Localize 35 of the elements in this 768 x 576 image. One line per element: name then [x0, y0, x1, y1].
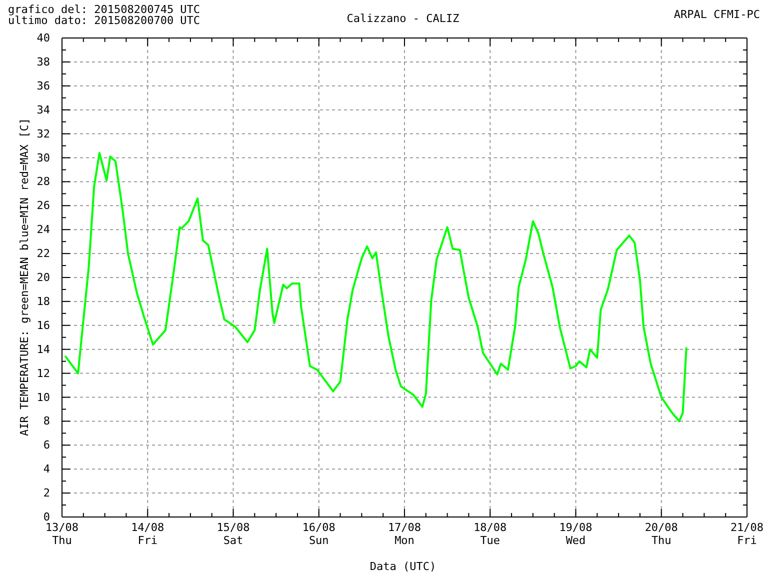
- y-tick-label: 22: [36, 247, 50, 260]
- y-tick-label: 10: [36, 390, 50, 404]
- y-tick-label: 32: [36, 127, 50, 140]
- y-tick-label: 14: [36, 342, 50, 356]
- y-tick-label: 36: [36, 79, 50, 92]
- y-tick-label: 38: [36, 55, 50, 68]
- y-tick-label: 28: [36, 175, 50, 188]
- x-tick-label: 16/08 Sun: [302, 520, 336, 548]
- x-tick-label: 21/08 Fri: [730, 520, 764, 548]
- text: ARPAL CFMI-PC: [674, 8, 760, 21]
- text: grafico del: 201508200745 UTC: [8, 3, 200, 16]
- y-axis-title: AIR TEMPERATURE: green=MEAN blue=MIN red=MAX [C]: [18, 118, 31, 436]
- y-tick-label: 8: [43, 414, 50, 428]
- y-tick-label: 40: [36, 32, 50, 45]
- text: ultimo dato: 201508200700 UTC: [8, 14, 200, 27]
- y-tick-label: 30: [36, 151, 50, 164]
- y-tick-label: 20: [36, 271, 50, 284]
- chart-title: Calizzano - CALIZ: [346, 12, 460, 25]
- y-tick-label: 18: [36, 294, 50, 308]
- line-series: [64, 152, 688, 422]
- y-tick-label: 16: [36, 318, 50, 332]
- x-tick-label: 14/08 Fri: [131, 520, 164, 548]
- y-tick-label: 26: [36, 199, 50, 212]
- y-tick-label: 6: [43, 438, 50, 452]
- x-tick-label: 20/08 Thu: [644, 520, 678, 548]
- x-axis-title: Data (UTC): [370, 560, 436, 573]
- y-tick-label: 4: [43, 462, 50, 476]
- y-tick-label: 24: [36, 223, 50, 236]
- x-tick-label: 19/08 Wed: [559, 520, 592, 548]
- x-tick-label: 18/08 Tue: [474, 520, 507, 548]
- x-tick-label: 15/08 Sat: [216, 520, 250, 548]
- y-tick-label: 12: [36, 366, 50, 380]
- y-tick-label: 2: [43, 486, 50, 500]
- y-tick-label: 34: [36, 103, 50, 116]
- x-tick-label: 17/08 Mon: [388, 520, 422, 548]
